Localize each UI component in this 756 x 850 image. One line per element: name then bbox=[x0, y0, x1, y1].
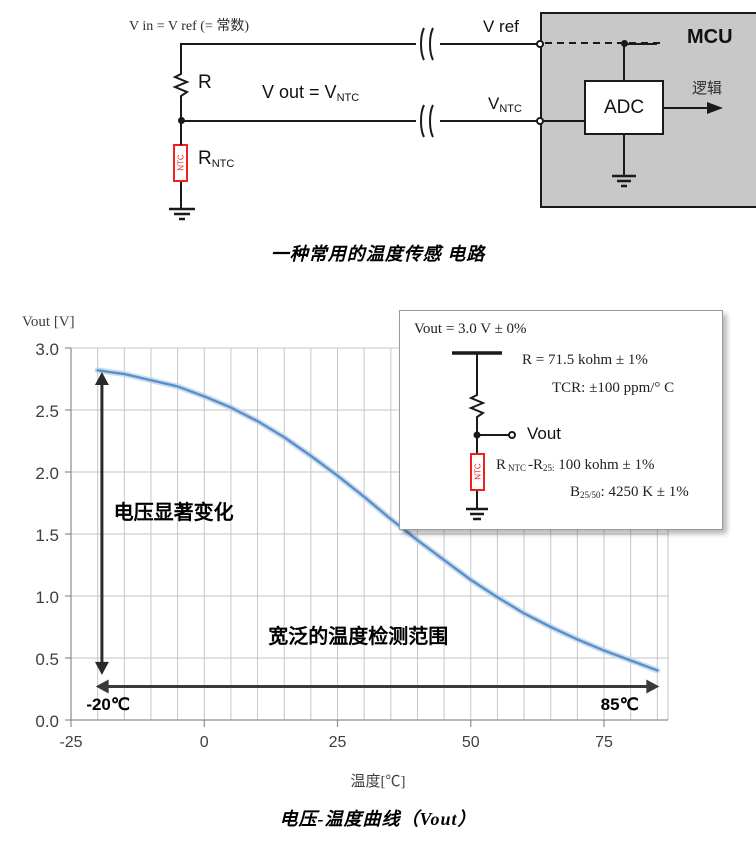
svg-text:1.0: 1.0 bbox=[35, 588, 59, 607]
vout-wire-label-main: V out = V bbox=[262, 82, 337, 102]
svg-text:3.0: 3.0 bbox=[35, 340, 59, 359]
inset-rntc-r25: R bbox=[533, 457, 544, 473]
chart-ylabel: Vout [V] bbox=[22, 314, 75, 330]
adc-ground-wire bbox=[623, 135, 625, 176]
rntc-label: RNTC bbox=[198, 148, 234, 170]
vref-wire-right bbox=[440, 43, 544, 45]
vref-node-label: V ref bbox=[483, 17, 519, 36]
svg-text:85℃: 85℃ bbox=[601, 695, 639, 714]
vout-wire bbox=[180, 120, 416, 122]
logic-label: 逻辑 bbox=[692, 80, 723, 97]
vout-wire-label-sub: NTC bbox=[336, 92, 360, 104]
ntc-top-wire bbox=[180, 120, 182, 145]
inset-r-line: R = 71.5 kohm ± 1% bbox=[522, 352, 648, 368]
circuit-ground-icon bbox=[169, 207, 195, 221]
circuit-caption: 一种常用的温度传感 电路 bbox=[270, 244, 486, 264]
resistor-r-symbol bbox=[172, 70, 190, 104]
inset-b-sub: 25/50 bbox=[580, 490, 601, 500]
svg-text:1.5: 1.5 bbox=[35, 526, 59, 545]
svg-text:2.5: 2.5 bbox=[35, 402, 59, 421]
mcu-label: MCU bbox=[687, 26, 733, 48]
vin-label: V in = V ref (= 常数) bbox=[129, 19, 250, 34]
vout-wire-right bbox=[440, 120, 544, 122]
vntc-inner-wire bbox=[544, 120, 586, 122]
svg-text:75: 75 bbox=[595, 734, 613, 751]
inset-spec-box: Vout = 3.0 V ± 0% Vout NTC R = 71.5 kohm… bbox=[399, 310, 723, 530]
inset-b-label: B bbox=[570, 484, 581, 500]
ntc-resistor-symbol: NTC bbox=[173, 144, 188, 182]
sensor-circuit-diagram: MCU 逻辑 V ref ADC V in = V ref (= 常数) R bbox=[0, 0, 756, 232]
resistor-r-label: R bbox=[198, 72, 212, 93]
svg-text:电压显著变化: 电压显著变化 bbox=[114, 500, 234, 524]
inset-rntc-sub1: NTC bbox=[508, 463, 527, 473]
vref-wire bbox=[180, 43, 416, 45]
inset-tcr-line: TCR: ±100 ppm/° C bbox=[552, 380, 675, 396]
svg-text:0: 0 bbox=[200, 734, 209, 751]
rntc-label-main: R bbox=[198, 148, 212, 169]
inset-rntc-r25-sub: 25: bbox=[543, 463, 555, 473]
svg-text:25: 25 bbox=[329, 734, 347, 751]
ntc-symbol-text: NTC bbox=[176, 154, 185, 171]
divider-mid-wire bbox=[180, 102, 182, 122]
vout-temperature-chart: Vout [V] 0.0 0.5 1.0 1.5 2.0 2.5 3.0 -25 0 25 50 75… bbox=[0, 300, 756, 820]
inset-rntc-line: R NTC -R25: 100 kohm ± 1% bbox=[496, 457, 654, 474]
vntc-node-label: VNTC bbox=[488, 94, 522, 115]
chart-xlabel: 温度[℃] bbox=[350, 774, 406, 790]
inset-rntc-dash: - bbox=[528, 457, 534, 473]
ntc-bottom-wire bbox=[180, 182, 182, 209]
adc-output-arrow-icon bbox=[663, 102, 723, 114]
vntc-terminal-node bbox=[536, 117, 544, 125]
svg-text:宽泛的温度检测范围: 宽泛的温度检测范围 bbox=[268, 624, 448, 648]
inset-rntc-prefix: R bbox=[496, 457, 507, 473]
chart-caption: 电压-温度曲线（Vout） bbox=[279, 809, 477, 829]
inset-ntc-symbol: NTC bbox=[470, 453, 485, 491]
svg-text:50: 50 bbox=[462, 734, 480, 751]
wire-break-top-icon bbox=[420, 27, 434, 61]
inset-rntc-value: 100 kohm ± 1% bbox=[558, 457, 655, 473]
inset-ntc-symbol-text: NTC bbox=[473, 463, 482, 480]
vout-wire-label: V out = VNTC bbox=[262, 82, 360, 104]
inset-vout-terminal bbox=[508, 431, 516, 439]
chart-plot-area: 0.0 0.5 1.0 1.5 2.0 2.5 3.0 -25 0 25 50 75 电压显著变化宽泛的… bbox=[35, 340, 669, 751]
mcu-ground-icon bbox=[612, 174, 636, 188]
svg-text:-25: -25 bbox=[59, 734, 82, 751]
vntc-node-label-sub: NTC bbox=[499, 103, 522, 115]
inset-vout-node-label: Vout bbox=[527, 424, 562, 443]
supply-vertical-wire bbox=[180, 43, 182, 71]
inset-b-value: : 4250 K ± 1% bbox=[600, 484, 689, 500]
vntc-node-label-main: V bbox=[488, 94, 500, 113]
adc-vref-drop bbox=[623, 43, 625, 80]
inset-b-line: B25/50: 4250 K ± 1% bbox=[570, 484, 689, 501]
svg-text:-20℃: -20℃ bbox=[86, 695, 130, 714]
wire-break-bottom-icon bbox=[420, 104, 434, 138]
vref-inner-wire bbox=[624, 43, 657, 45]
inset-circuit-symbols bbox=[452, 351, 510, 521]
svg-text:0.0: 0.0 bbox=[35, 712, 59, 731]
svg-text:2.0: 2.0 bbox=[35, 464, 59, 483]
vref-terminal-node bbox=[536, 40, 544, 48]
inset-vout-line: Vout = 3.0 V ± 0% bbox=[414, 321, 527, 337]
rntc-label-sub: NTC bbox=[211, 158, 235, 170]
adc-block: ADC bbox=[584, 80, 664, 135]
svg-text:0.5: 0.5 bbox=[35, 650, 59, 669]
